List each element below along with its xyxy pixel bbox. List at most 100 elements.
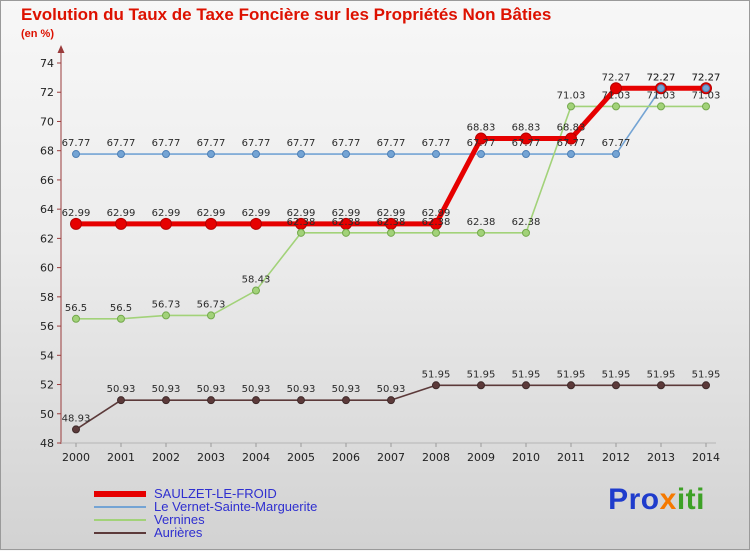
chart-subtitle: (en %) <box>21 28 54 40</box>
svg-text:56.5: 56.5 <box>110 303 132 314</box>
svg-text:2011: 2011 <box>557 451 585 464</box>
svg-text:51.95: 51.95 <box>422 369 451 380</box>
svg-text:68.83: 68.83 <box>512 123 541 134</box>
svg-text:72: 72 <box>40 86 54 99</box>
svg-text:62.99: 62.99 <box>377 208 406 219</box>
svg-text:60: 60 <box>40 262 54 275</box>
svg-text:72.27: 72.27 <box>692 72 721 83</box>
svg-text:70: 70 <box>40 115 54 128</box>
svg-text:62.99: 62.99 <box>242 208 271 219</box>
chart-title: Evolution du Taux de Taxe Foncière sur l… <box>21 5 552 24</box>
svg-text:67.77: 67.77 <box>152 138 181 149</box>
svg-text:67.77: 67.77 <box>287 138 316 149</box>
legend-swatch-le-vernet-sainte-marguerite <box>94 505 146 508</box>
svg-text:51.95: 51.95 <box>647 369 676 380</box>
svg-text:62: 62 <box>40 232 54 245</box>
svg-text:2013: 2013 <box>647 451 675 464</box>
svg-text:2010: 2010 <box>512 451 540 464</box>
svg-text:62.38: 62.38 <box>332 217 361 228</box>
svg-text:67.77: 67.77 <box>62 138 91 149</box>
svg-text:50.93: 50.93 <box>377 384 406 395</box>
svg-text:67.77: 67.77 <box>107 138 136 149</box>
legend-item-aurieres: Aurières <box>94 525 317 540</box>
svg-text:54: 54 <box>40 349 54 362</box>
svg-text:2008: 2008 <box>422 451 450 464</box>
svg-text:58.43: 58.43 <box>242 275 271 286</box>
svg-text:62.38: 62.38 <box>512 217 541 228</box>
svg-text:74: 74 <box>40 57 54 70</box>
svg-text:2012: 2012 <box>602 451 630 464</box>
svg-text:2004: 2004 <box>242 451 270 464</box>
svg-text:2006: 2006 <box>332 451 360 464</box>
svg-text:51.95: 51.95 <box>602 369 631 380</box>
svg-text:67.77: 67.77 <box>512 138 541 149</box>
svg-text:68.83: 68.83 <box>557 123 586 134</box>
svg-text:62.99: 62.99 <box>197 208 226 219</box>
svg-text:72.27: 72.27 <box>602 72 631 83</box>
svg-text:50.93: 50.93 <box>332 384 361 395</box>
svg-text:64: 64 <box>40 203 54 216</box>
svg-text:56: 56 <box>40 320 54 333</box>
svg-text:67.77: 67.77 <box>422 138 451 149</box>
svg-text:67.77: 67.77 <box>602 138 631 149</box>
svg-text:51.95: 51.95 <box>557 369 586 380</box>
svg-text:2002: 2002 <box>152 451 180 464</box>
svg-text:68: 68 <box>40 145 54 158</box>
legend-swatch-aurieres <box>94 531 146 534</box>
svg-text:56.73: 56.73 <box>197 299 226 310</box>
svg-text:48: 48 <box>40 437 54 450</box>
svg-text:51.95: 51.95 <box>467 369 496 380</box>
svg-text:62.99: 62.99 <box>62 208 91 219</box>
svg-text:71.03: 71.03 <box>692 90 721 101</box>
svg-text:66: 66 <box>40 174 54 187</box>
svg-text:50: 50 <box>40 408 54 421</box>
svg-text:62.99: 62.99 <box>107 208 136 219</box>
svg-text:50.93: 50.93 <box>242 384 271 395</box>
svg-text:50.93: 50.93 <box>107 384 136 395</box>
svg-text:67.77: 67.77 <box>332 138 361 149</box>
svg-text:72.27: 72.27 <box>647 72 676 83</box>
svg-text:67.77: 67.77 <box>467 138 496 149</box>
svg-text:2001: 2001 <box>107 451 135 464</box>
svg-text:52: 52 <box>40 379 54 392</box>
legend-item-vernines: Vernines <box>94 512 317 527</box>
svg-text:56.73: 56.73 <box>152 299 181 310</box>
svg-text:71.03: 71.03 <box>647 90 676 101</box>
svg-text:2007: 2007 <box>377 451 405 464</box>
legend-item-saulzet-le-froid: SAULZET-LE-FROID <box>94 486 317 501</box>
legend-label-vernines: Vernines <box>154 512 205 527</box>
legend-label-aurieres: Aurières <box>154 525 203 540</box>
svg-text:56.5: 56.5 <box>65 303 87 314</box>
svg-text:48.93: 48.93 <box>62 413 91 424</box>
svg-text:50.93: 50.93 <box>287 384 316 395</box>
svg-text:72.27: 72.27 <box>647 72 676 83</box>
svg-text:62.38: 62.38 <box>377 217 406 228</box>
legend-label-saulzet-le-froid: SAULZET-LE-FROID <box>154 486 277 501</box>
legend-label-le-vernet-sainte-marguerite: Le Vernet-Sainte-Marguerite <box>154 499 318 514</box>
svg-text:2014: 2014 <box>692 451 720 464</box>
svg-text:67.77: 67.77 <box>242 138 271 149</box>
svg-text:62.99: 62.99 <box>287 208 316 219</box>
svg-text:2000: 2000 <box>62 451 90 464</box>
svg-text:71.03: 71.03 <box>557 90 586 101</box>
legend-swatch-vernines <box>94 518 146 521</box>
svg-text:62.99: 62.99 <box>152 208 181 219</box>
svg-text:50.93: 50.93 <box>152 384 181 395</box>
svg-text:62.99: 62.99 <box>332 208 361 219</box>
legend-item-le-vernet-sainte-marguerite: Le Vernet-Sainte-Marguerite <box>94 499 318 514</box>
legend-swatch-saulzet-le-froid <box>94 490 146 497</box>
svg-text:2003: 2003 <box>197 451 225 464</box>
svg-text:62.38: 62.38 <box>422 217 451 228</box>
svg-text:58: 58 <box>40 291 54 304</box>
legend: SAULZET-LE-FROID Le Vernet-Sainte-Margue… <box>94 486 318 540</box>
svg-text:68.83: 68.83 <box>467 123 496 134</box>
svg-text:50.93: 50.93 <box>197 384 226 395</box>
svg-text:62.38: 62.38 <box>467 217 496 228</box>
svg-text:51.95: 51.95 <box>512 369 541 380</box>
svg-text:2009: 2009 <box>467 451 495 464</box>
svg-text:72.27: 72.27 <box>692 72 721 83</box>
logo-part-iti: iti <box>676 483 705 516</box>
svg-text:71.03: 71.03 <box>602 90 631 101</box>
